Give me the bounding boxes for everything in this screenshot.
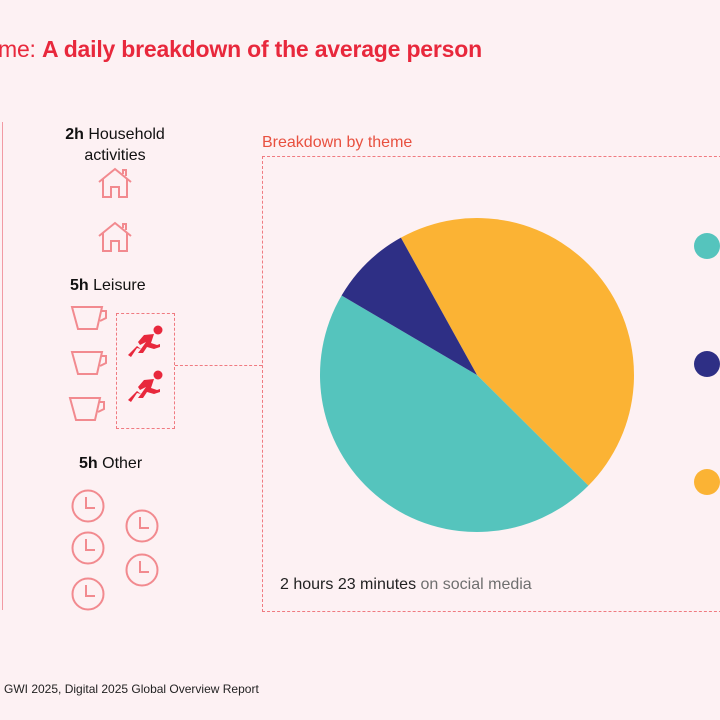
source-footer: GWI 2025, Digital 2025 Global Overview R… bbox=[4, 682, 259, 696]
social-media-time: 2 hours 23 minutes on social media bbox=[280, 576, 532, 594]
clock-icon bbox=[71, 489, 105, 523]
page-title: me: A daily breakdown of the average per… bbox=[0, 36, 482, 63]
category-leisure: 5h Leisure bbox=[70, 277, 170, 295]
title-lead: me: bbox=[0, 36, 36, 62]
pie-slice-1 bbox=[319, 295, 589, 532]
pie-chart bbox=[319, 217, 634, 532]
legend-dot-navy bbox=[694, 351, 720, 377]
breakdown-label: Breakdown by theme bbox=[262, 134, 413, 151]
pie-slice-2 bbox=[341, 237, 477, 375]
cup-icon bbox=[70, 306, 107, 330]
divider bbox=[2, 122, 3, 610]
category-label-line2: activities bbox=[84, 147, 146, 164]
social-time-value: 2 hours 23 minutes bbox=[280, 576, 417, 593]
house-icon bbox=[98, 221, 132, 252]
category-label: Other bbox=[102, 455, 143, 472]
category-hours: 5h bbox=[70, 277, 89, 294]
category-household: 2h Household activities bbox=[50, 124, 180, 166]
category-hours: 5h bbox=[79, 455, 98, 472]
connector-line bbox=[175, 365, 262, 366]
house-icon bbox=[98, 167, 132, 198]
running-person-icon bbox=[128, 370, 163, 402]
clock-icon bbox=[125, 553, 159, 587]
cup-icon bbox=[68, 397, 105, 421]
clock-icon bbox=[71, 577, 105, 611]
legend-dot-teal bbox=[694, 233, 720, 259]
highlight-box bbox=[116, 313, 175, 429]
title-bold: A daily breakdown of the average person bbox=[41, 36, 482, 62]
pie-slice-0 bbox=[400, 217, 634, 486]
category-other: 5h Other bbox=[79, 455, 179, 473]
breakdown-box bbox=[262, 156, 720, 612]
category-label: Household bbox=[88, 126, 165, 143]
cup-icon bbox=[70, 351, 107, 375]
running-person-icon bbox=[128, 325, 163, 357]
clock-icon bbox=[125, 509, 159, 543]
clock-icon bbox=[71, 531, 105, 565]
social-time-label: on social media bbox=[416, 576, 532, 593]
category-hours: 2h bbox=[65, 126, 84, 143]
legend-dot-yellow bbox=[694, 469, 720, 495]
category-label: Leisure bbox=[93, 277, 146, 294]
